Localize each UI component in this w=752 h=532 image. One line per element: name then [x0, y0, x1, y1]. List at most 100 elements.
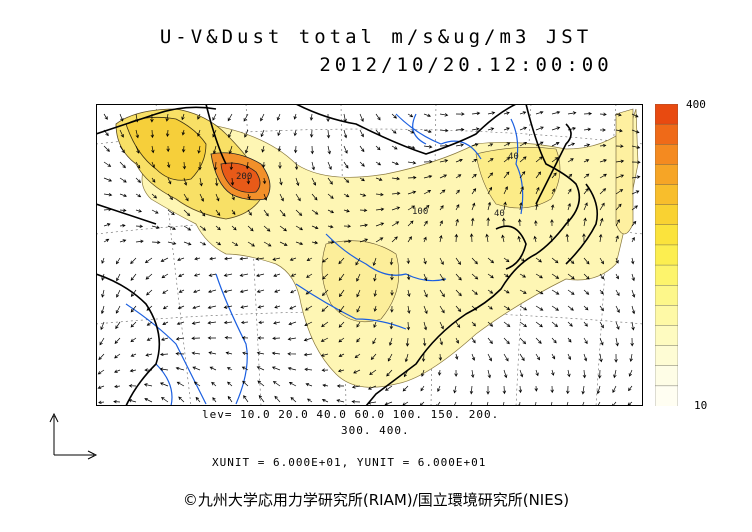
- wind-arrow: [239, 289, 249, 293]
- wind-arrow: [567, 111, 577, 115]
- wind-arrow: [243, 113, 249, 122]
- wind-arrow: [487, 337, 493, 345]
- wind-arrow: [113, 399, 121, 404]
- wind-arrow: [116, 289, 121, 298]
- wind-arrow: [359, 208, 368, 213]
- wind-arrow: [151, 161, 155, 169]
- wind-arrow: [192, 366, 201, 371]
- wind-arrow: [97, 369, 105, 375]
- wind-arrow: [439, 273, 445, 282]
- wind-arrow: [256, 366, 265, 371]
- legend-swatch: [655, 264, 678, 286]
- wind-arrow: [212, 397, 217, 403]
- contour-label: 200: [236, 172, 252, 182]
- wind-arrow: [567, 257, 575, 265]
- wind-arrow: [128, 398, 137, 403]
- wind-arrow: [119, 208, 127, 213]
- wind-arrow: [519, 202, 523, 211]
- wind-arrow: [519, 186, 524, 195]
- wind-arrow: [288, 321, 297, 326]
- wind-arrow: [373, 321, 377, 328]
- wind-arrow: [487, 127, 495, 131]
- wind-arrow: [439, 337, 443, 346]
- wind-arrow: [103, 238, 110, 243]
- wind-arrow: [303, 337, 313, 342]
- wind-arrow: [631, 273, 635, 282]
- wind-arrow: [277, 145, 282, 152]
- wind-arrow: [336, 399, 345, 403]
- wind-arrow: [407, 190, 417, 195]
- wind-arrow: [135, 145, 140, 154]
- wind-arrow: [359, 238, 369, 243]
- wind-arrow: [384, 401, 393, 406]
- wind-arrow: [191, 336, 201, 341]
- wind-arrow: [356, 289, 361, 298]
- wind-arrow: [242, 380, 249, 387]
- wind-arrow: [535, 289, 544, 295]
- wind-arrow: [114, 384, 121, 389]
- legend-swatch: [655, 305, 678, 327]
- wind-arrow: [279, 177, 283, 186]
- wind-arrow: [487, 257, 495, 264]
- wind-arrow: [215, 193, 220, 202]
- wind-arrow: [567, 127, 577, 131]
- wind-arrow: [486, 386, 490, 395]
- wind-arrow: [130, 353, 137, 357]
- wind-arrow: [519, 273, 527, 278]
- wind-arrow: [103, 207, 112, 212]
- wind-arrow: [289, 305, 297, 310]
- wind-arrow: [535, 156, 543, 163]
- wind-arrow: [615, 203, 622, 211]
- wind-arrow: [370, 353, 377, 361]
- wind-arrow: [503, 321, 511, 328]
- wind-arrow: [551, 353, 556, 360]
- wind-arrow: [338, 289, 345, 298]
- legend-swatch: [655, 244, 678, 266]
- wind-arrow: [176, 321, 185, 326]
- wind-arrow: [119, 223, 126, 228]
- wind-arrow: [309, 113, 314, 121]
- wind-arrow: [631, 190, 640, 195]
- wind-arrow: [423, 273, 428, 282]
- wind-arrow: [455, 204, 460, 211]
- wind-arrow: [287, 337, 297, 341]
- wind-arrow: [503, 127, 510, 131]
- wind-arrow: [373, 289, 377, 297]
- wind-arrow: [422, 337, 427, 347]
- wind-arrow: [437, 369, 442, 376]
- contour-label: 40: [494, 209, 505, 219]
- wind-arrow: [390, 273, 394, 281]
- wind-arrow: [351, 399, 361, 404]
- wind-arrow: [599, 289, 604, 295]
- wind-arrow: [114, 369, 121, 373]
- wind-arrow: [272, 257, 281, 261]
- wind-arrow: [263, 241, 272, 247]
- wind-arrow: [150, 113, 154, 123]
- wind-arrow: [615, 235, 619, 243]
- wind-arrow: [103, 161, 112, 167]
- wind-arrow: [161, 273, 169, 279]
- wind-arrow: [519, 321, 527, 328]
- wind-arrow: [119, 113, 124, 122]
- wind-arrow: [583, 353, 588, 362]
- wind-arrow: [356, 273, 361, 282]
- wind-arrow: [519, 126, 528, 131]
- wind-arrow: [135, 224, 144, 229]
- reference-vector-icon: [49, 412, 98, 460]
- wind-arrow: [197, 113, 201, 120]
- wind-arrow: [631, 305, 636, 315]
- wind-arrow: [439, 174, 448, 179]
- wind-arrow: [550, 219, 554, 227]
- wind-arrow: [287, 366, 297, 371]
- wind-arrow: [599, 337, 604, 346]
- wind-arrow: [115, 305, 121, 314]
- wind-arrow: [223, 273, 233, 277]
- wind-arrow: [454, 233, 459, 243]
- wind-arrow: [119, 193, 127, 198]
- wind-arrow: [438, 353, 443, 361]
- wind-arrow: [487, 172, 494, 179]
- wind-arrow: [535, 321, 543, 328]
- wind-arrow: [359, 145, 365, 153]
- wind-arrow: [119, 239, 127, 243]
- wind-arrow: [255, 257, 265, 261]
